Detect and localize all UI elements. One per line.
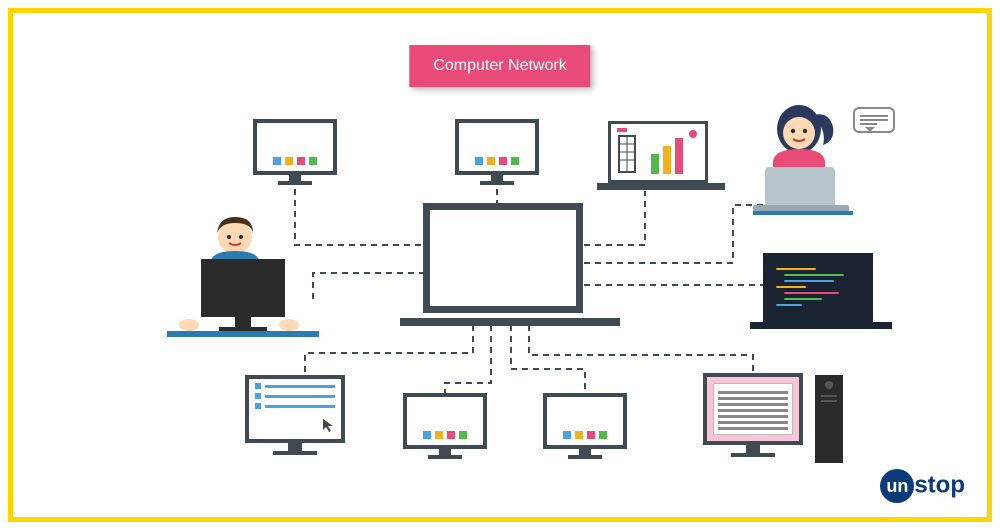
chart-laptop <box>608 121 708 183</box>
title-badge: Computer Network <box>409 45 590 87</box>
brand-logo: unstop <box>880 469 965 503</box>
app-dots <box>273 157 317 165</box>
monitor-top-mid <box>455 119 539 175</box>
person-woman <box>743 101 893 226</box>
monitor-icon <box>403 393 487 449</box>
monitor-icon <box>543 393 627 449</box>
bar-chart-icon <box>611 124 705 180</box>
man-illustration <box>163 213 323 353</box>
logo-text: stop <box>914 471 965 498</box>
monitor-bottom-1 <box>403 393 487 449</box>
pc-tower-icon <box>815 375 843 463</box>
logo-mark: un <box>880 469 914 503</box>
monitor-bottom-2 <box>543 393 627 449</box>
app-dots <box>423 431 467 439</box>
monitor-icon <box>703 373 803 445</box>
desktop-tower <box>703 373 803 445</box>
app-dots <box>475 157 519 165</box>
list-monitor <box>245 375 345 443</box>
code-laptop <box>763 253 873 323</box>
cursor-icon <box>321 417 337 433</box>
app-dots <box>563 431 607 439</box>
monitor-icon <box>455 119 539 175</box>
monitor-icon <box>253 119 337 175</box>
monitor-icon <box>245 375 345 443</box>
speech-bubble-icon <box>853 107 895 133</box>
diagram-canvas: Computer Network <box>13 13 987 517</box>
laptop-icon <box>423 203 583 313</box>
center-laptop <box>423 203 583 313</box>
laptop-icon <box>763 253 873 323</box>
person-man <box>163 213 323 358</box>
laptop-icon <box>608 121 708 183</box>
monitor-top-left <box>253 119 337 175</box>
